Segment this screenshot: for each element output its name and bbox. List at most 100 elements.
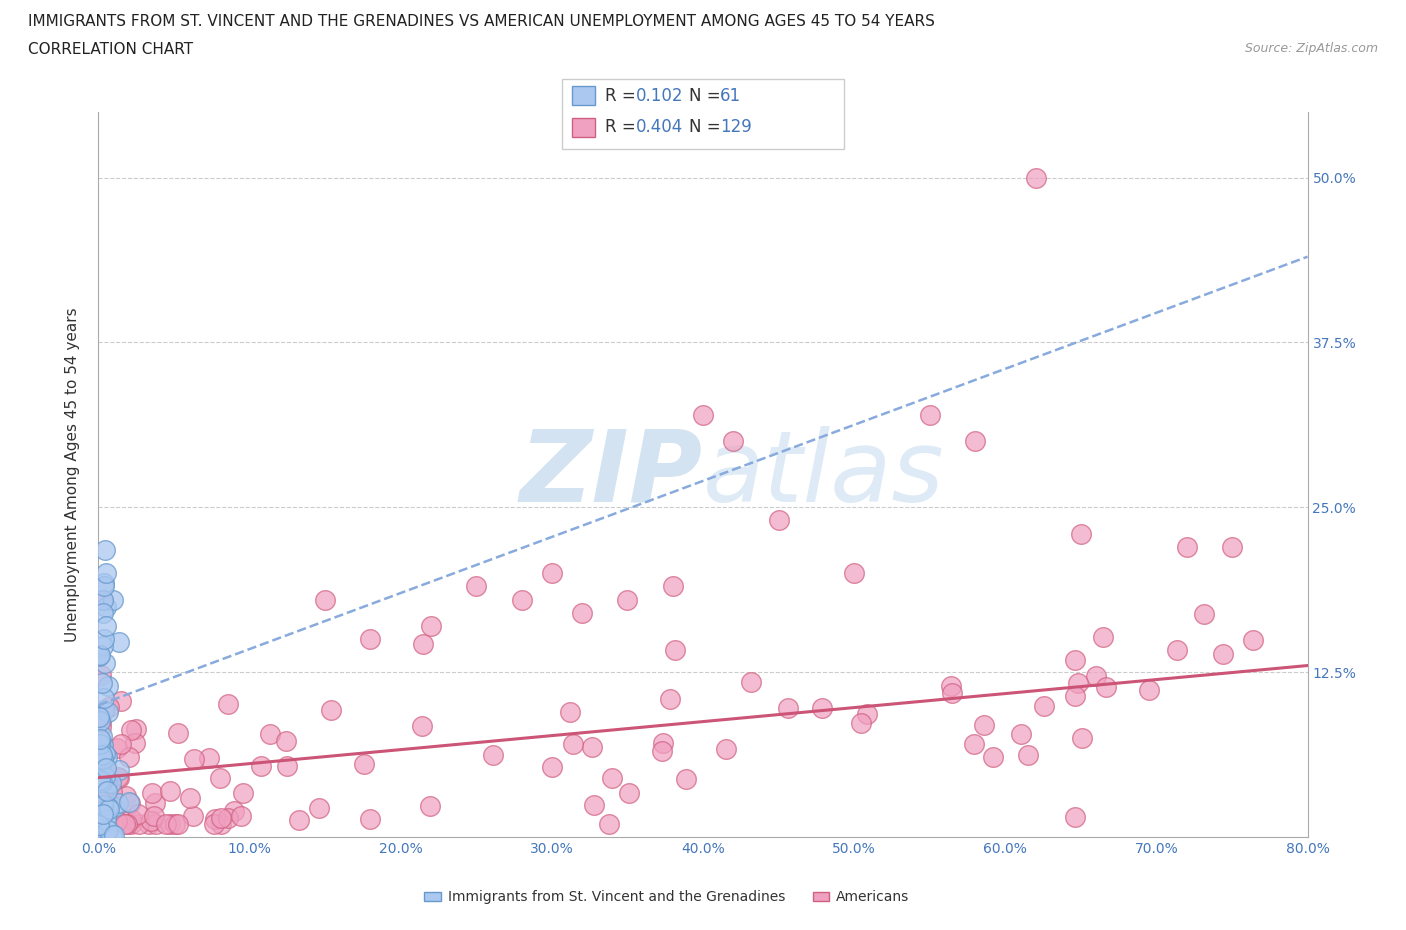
Point xyxy=(1220,539,1243,554)
Point xyxy=(571,605,593,620)
Point xyxy=(973,718,995,733)
Point xyxy=(98,796,121,811)
Point xyxy=(411,718,433,733)
Point xyxy=(420,618,443,633)
Point xyxy=(93,702,115,717)
Point xyxy=(664,643,686,658)
Text: 0.404: 0.404 xyxy=(636,118,683,137)
Text: 129: 129 xyxy=(720,118,752,137)
Point xyxy=(120,795,142,810)
Point xyxy=(93,691,115,706)
Point xyxy=(844,565,866,580)
Point xyxy=(941,685,963,700)
Point xyxy=(768,513,790,528)
Point xyxy=(259,726,281,741)
Point xyxy=(93,579,115,594)
Point xyxy=(97,802,120,817)
Point xyxy=(114,789,136,804)
Point xyxy=(963,737,986,751)
Point xyxy=(412,637,434,652)
Point xyxy=(274,734,297,749)
Point xyxy=(222,804,245,818)
Point xyxy=(598,817,620,831)
Point xyxy=(93,784,115,799)
Point xyxy=(89,731,111,746)
Point xyxy=(167,817,190,831)
Point xyxy=(97,800,120,815)
Point xyxy=(118,750,141,764)
Point xyxy=(1032,699,1054,714)
Point xyxy=(159,784,181,799)
Point xyxy=(1063,688,1085,703)
Point xyxy=(983,750,1005,764)
Point xyxy=(661,579,683,594)
Point xyxy=(581,739,603,754)
Point xyxy=(91,751,114,766)
Point xyxy=(97,700,120,715)
Point xyxy=(91,605,114,620)
Point xyxy=(115,817,138,831)
Point xyxy=(209,811,232,826)
Point xyxy=(229,809,252,824)
Point xyxy=(197,751,219,765)
Point xyxy=(89,813,111,828)
Point xyxy=(849,715,872,730)
Point xyxy=(107,634,129,649)
Point xyxy=(120,811,142,826)
Point xyxy=(276,759,298,774)
Point xyxy=(96,750,118,764)
Point xyxy=(723,434,745,449)
Point xyxy=(91,747,114,762)
Point xyxy=(100,776,122,790)
Point xyxy=(94,761,117,776)
Point xyxy=(540,565,562,580)
Point xyxy=(91,638,114,653)
Point xyxy=(141,786,163,801)
Point xyxy=(96,812,118,827)
Text: IMMIGRANTS FROM ST. VINCENT AND THE GRENADINES VS AMERICAN UNEMPLOYMENT AMONG AG: IMMIGRANTS FROM ST. VINCENT AND THE GREN… xyxy=(28,14,935,29)
Point xyxy=(89,730,111,745)
Point xyxy=(204,817,226,831)
Text: N =: N = xyxy=(689,118,725,137)
Point xyxy=(1017,748,1039,763)
Point xyxy=(155,817,177,831)
Point xyxy=(1166,643,1188,658)
Point xyxy=(128,817,150,831)
Point xyxy=(675,772,697,787)
Point xyxy=(918,407,941,422)
Text: CORRELATION CHART: CORRELATION CHART xyxy=(28,42,193,57)
Point xyxy=(541,760,564,775)
Point xyxy=(97,822,120,837)
Point xyxy=(419,798,441,813)
Point xyxy=(89,737,111,752)
Point xyxy=(1212,646,1234,661)
Point xyxy=(602,770,624,785)
Point xyxy=(101,826,124,841)
Point xyxy=(94,543,117,558)
Legend: Immigrants from St. Vincent and the Grenadines, Americans: Immigrants from St. Vincent and the Gren… xyxy=(419,884,915,910)
Point xyxy=(616,592,638,607)
Point xyxy=(89,709,111,724)
Point xyxy=(811,701,834,716)
Point xyxy=(740,674,762,689)
Point xyxy=(93,576,115,591)
Point xyxy=(108,771,131,786)
Point xyxy=(90,720,112,735)
Point xyxy=(204,811,226,826)
Point xyxy=(94,807,117,822)
Point xyxy=(103,800,125,815)
Point xyxy=(138,817,160,831)
Point xyxy=(561,737,583,751)
Point xyxy=(94,746,117,761)
Point xyxy=(560,705,582,720)
Point xyxy=(232,785,254,800)
Point xyxy=(97,705,120,720)
Point xyxy=(89,774,111,789)
Text: N =: N = xyxy=(689,86,725,105)
Point xyxy=(90,775,112,790)
Point xyxy=(90,715,112,730)
Point xyxy=(96,809,118,824)
Point xyxy=(91,676,114,691)
Point xyxy=(127,806,149,821)
Point xyxy=(125,722,148,737)
